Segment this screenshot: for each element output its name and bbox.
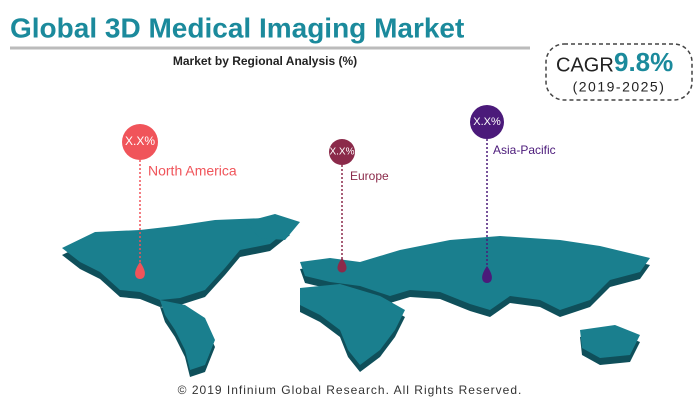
- footer: © 2019 Infinium Global Research. All Rig…: [178, 383, 523, 397]
- cagr-box: [545, 43, 693, 101]
- region-name: North America: [148, 163, 237, 179]
- region-share: X.X%: [473, 116, 501, 128]
- region-name: Europe: [350, 169, 389, 183]
- cagr-label: CAGR: [556, 54, 614, 76]
- asia-pacific-marker: X.X% Asia-Pacific: [470, 105, 556, 283]
- cagr-period: (2019-2025): [573, 79, 666, 95]
- subtitle: Market by Regional Analysis (%): [173, 54, 357, 68]
- title: Global 3D Medical Imaging Market: [10, 12, 464, 43]
- region-share: X.X%: [329, 147, 354, 158]
- region-name: Asia-Pacific: [493, 143, 556, 157]
- europe-marker: X.X% Europe: [329, 139, 389, 273]
- north-america-marker: X.X% North America: [122, 124, 237, 279]
- region-share: X.X%: [125, 134, 155, 148]
- cagr-value: 9.8%: [614, 47, 673, 77]
- world-map: [62, 214, 650, 377]
